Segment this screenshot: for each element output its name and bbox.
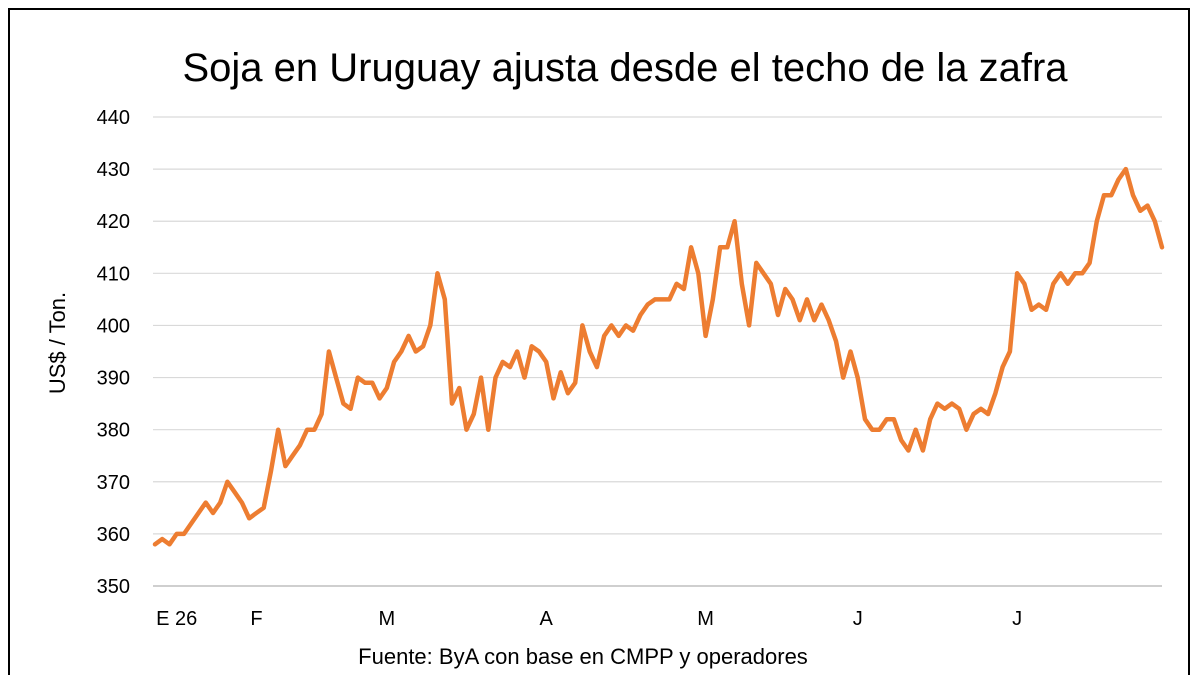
x-tick-label: J	[1012, 608, 1022, 630]
y-tick-label: 440	[97, 107, 130, 129]
y-tick-label: 380	[97, 420, 130, 442]
chart-frame	[8, 8, 1190, 675]
y-tick-label: 370	[97, 472, 130, 494]
series-line-soja	[152, 166, 1165, 547]
gridlines	[153, 116, 1162, 587]
y-tick-label: 360	[97, 524, 130, 546]
y-tick-label: 430	[97, 159, 130, 181]
y-tick-labels: 350 360 370 380 390 400 410 420 430 440	[97, 107, 130, 598]
y-tick-label: 410	[97, 263, 130, 285]
x-tick-label: M	[378, 608, 395, 630]
y-tick-label: 390	[97, 368, 130, 390]
x-tick-label: A	[540, 608, 554, 630]
y-tick-label: 350	[97, 576, 130, 598]
x-tick-label: F	[250, 608, 262, 630]
x-tick-label: M	[697, 608, 714, 630]
chart-title: Soja en Uruguay ajusta desde el techo de…	[182, 46, 1068, 90]
x-tick-labels: E 26 F M A M J J	[156, 608, 1022, 630]
x-tick-label: E 26	[156, 608, 197, 630]
chart-source: Fuente: ByA con base en CMPP y operadore…	[358, 644, 808, 669]
y-tick-label: 400	[97, 315, 130, 337]
y-tick-label: 420	[97, 211, 130, 233]
x-tick-label: J	[853, 608, 863, 630]
